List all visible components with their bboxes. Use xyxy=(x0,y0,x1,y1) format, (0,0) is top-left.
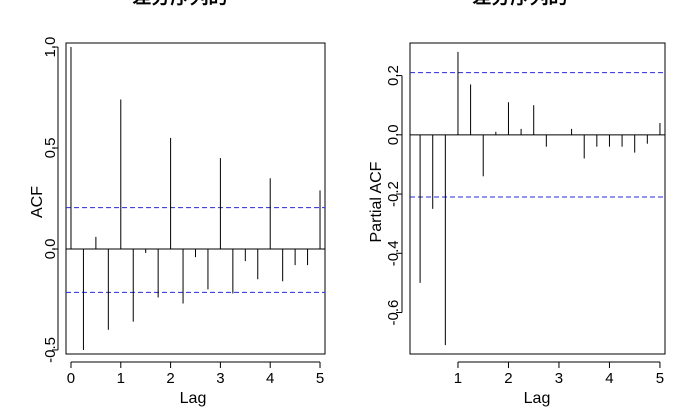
acf-x-tick-label: 0 xyxy=(67,370,75,387)
acf-x-tick-label: 3 xyxy=(216,370,224,387)
pacf-x-tick-label: 5 xyxy=(656,370,664,387)
acf-panel: 差分序列的 Lag ACF 0 1 2 3 4 5 -0.5 0.0 0.5 1.0 xyxy=(29,0,326,407)
acf-y-tick-label: 1.0 xyxy=(42,37,59,58)
acf-y-tick-label: 0.5 xyxy=(42,138,59,159)
pacf-y-tick-label: -0.4 xyxy=(385,240,402,266)
acf-x-tick-label: 2 xyxy=(166,370,174,387)
acf-title: 差分序列的 xyxy=(132,0,227,8)
pacf-y-axis-label: Partial ACF xyxy=(368,161,385,242)
pacf-y-tick-label: -0.6 xyxy=(385,300,402,326)
pacf-x-tick-label: 2 xyxy=(504,370,512,387)
pacf-x-tick-label: 3 xyxy=(555,370,563,387)
acf-x-axis-label: Lag xyxy=(180,390,207,407)
pacf-y-tick-label: 0.0 xyxy=(385,124,402,145)
pacf-x-axis-label: Lag xyxy=(524,390,551,407)
acf-y-tick-label: 0.0 xyxy=(42,239,59,260)
acf-x-tick-label: 5 xyxy=(316,370,324,387)
acf-y-axis-label: ACF xyxy=(29,186,46,218)
pacf-x-tick-label: 4 xyxy=(605,370,613,387)
acf-y-tick-label: -0.5 xyxy=(42,337,59,363)
acf-plot-frame xyxy=(65,42,326,355)
pacf-x-tick-label: 1 xyxy=(454,370,462,387)
acf-x-tick-label: 1 xyxy=(117,370,125,387)
pacf-y-tick-label: 0.2 xyxy=(385,65,402,86)
pacf-y-tick-label: -0.2 xyxy=(385,181,402,207)
pacf-plot-frame xyxy=(409,42,666,355)
pacf-panel: 差分序列的 Lag Partial ACF 1 2 3 4 5 -0.6 -0.4 -0.2 0… xyxy=(368,0,666,407)
pacf-title: 差分序列的 xyxy=(472,0,567,8)
acf-x-tick-label: 4 xyxy=(266,370,274,387)
